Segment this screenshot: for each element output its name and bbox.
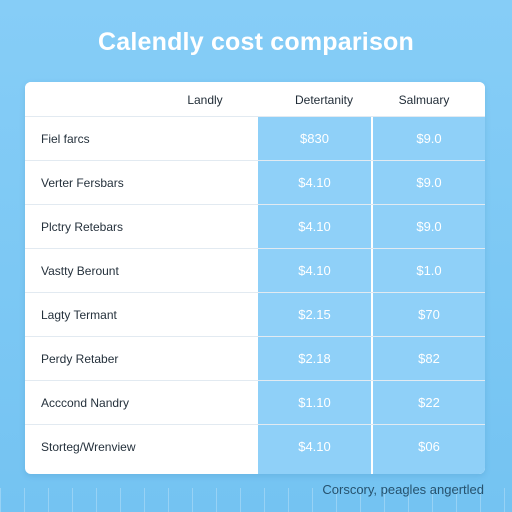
table-header: Landly Detertanity Salmuary	[25, 82, 485, 116]
cell-value: $9.0	[416, 175, 442, 190]
table-row: Lagty Termant $2.15 $70	[25, 292, 485, 337]
column-header-detertanity: Detertanity	[294, 93, 354, 107]
row-label: Acccond Nandry	[41, 396, 130, 410]
table-row: Acccond Nandry $1.10 $22	[25, 380, 485, 425]
row-label: Storteg/Wrenview	[41, 440, 136, 454]
table-row: Vastty Berount $4.10 $1.0	[25, 248, 485, 293]
highlight-column-detertanity	[258, 116, 371, 474]
background-grid	[0, 488, 512, 512]
table-row: Storteg/Wrenview $4.10 $06	[25, 424, 485, 469]
page-title: Calendly cost comparison	[98, 28, 414, 56]
cell-value: $1.10	[298, 395, 331, 410]
cell-value: $4.10	[298, 219, 331, 234]
table-row: Perdy Retaber $2.18 $82	[25, 336, 485, 381]
footer-note: Corscory, peagles angertled	[322, 482, 484, 497]
highlight-column-salmuary	[373, 116, 485, 474]
column-header-landly: Landly	[187, 93, 223, 107]
table-row: Verter Fersbars $4.10 $9.0	[25, 160, 485, 205]
cell-value: $9.0	[416, 219, 442, 234]
cell-value: $1.0	[416, 263, 442, 278]
cell-value: $82	[418, 351, 440, 366]
table-row: Fiel farcs $830 $9.0	[25, 116, 485, 161]
cell-value: $4.10	[298, 263, 331, 278]
cell-value: $2.15	[298, 307, 331, 322]
cell-value: $830	[300, 131, 329, 146]
cell-value: $4.10	[298, 439, 331, 454]
comparison-table: Landly Detertanity Salmuary Fiel farcs $…	[25, 82, 485, 474]
row-label: Lagty Termant	[41, 308, 117, 322]
row-label: Perdy Retaber	[41, 352, 119, 366]
row-label: Fiel farcs	[41, 132, 90, 146]
column-header-salmuary: Salmuary	[398, 93, 450, 107]
table-row: Plctry Retebars $4.10 $9.0	[25, 204, 485, 249]
cell-value: $70	[418, 307, 440, 322]
cell-value: $4.10	[298, 175, 331, 190]
row-label: Verter Fersbars	[41, 176, 124, 190]
cell-value: $9.0	[416, 131, 442, 146]
cell-value: $06	[418, 439, 440, 454]
cell-value: $22	[418, 395, 440, 410]
cell-value: $2.18	[298, 351, 331, 366]
row-label: Vastty Berount	[41, 264, 119, 278]
row-label: Plctry Retebars	[41, 220, 124, 234]
